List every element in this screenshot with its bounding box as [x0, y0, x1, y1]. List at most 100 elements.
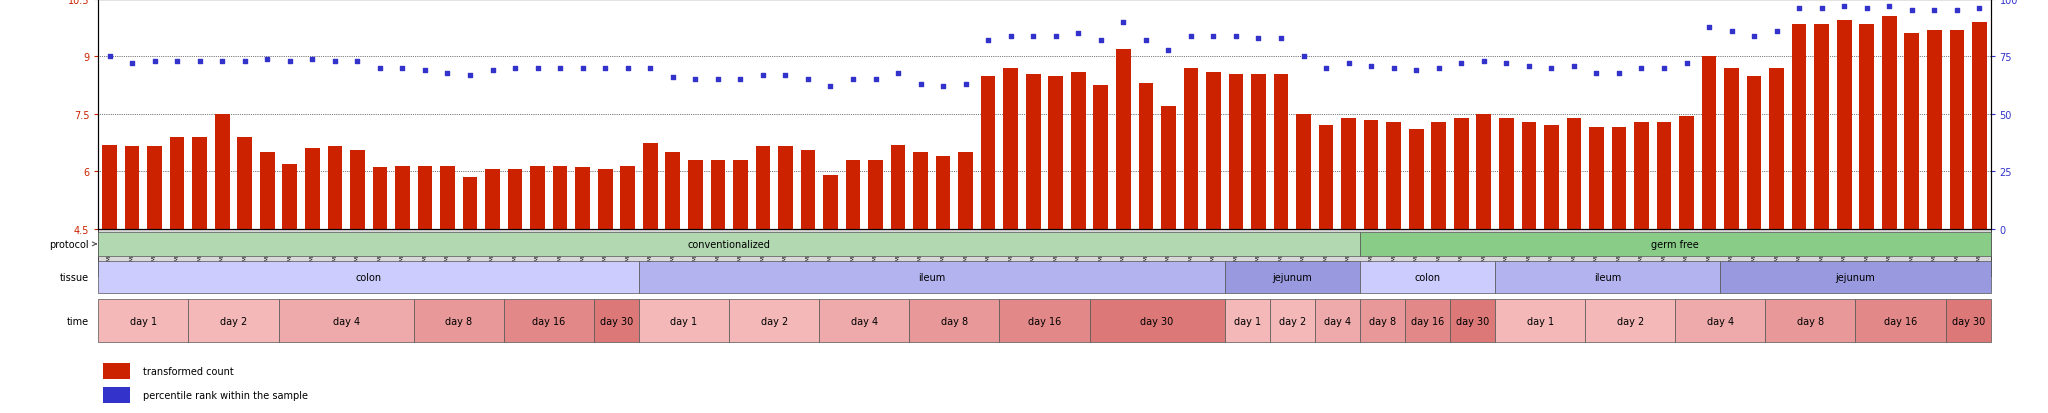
- Bar: [98, 233, 1360, 256]
- Bar: [305, 149, 319, 229]
- Bar: [1360, 233, 1991, 256]
- Point: [1851, 6, 1884, 12]
- Point: [1421, 66, 1454, 72]
- Point: [94, 54, 127, 61]
- Bar: [170, 138, 184, 229]
- Bar: [909, 300, 999, 342]
- Point: [1827, 4, 1860, 10]
- Bar: [1589, 128, 1604, 229]
- Point: [1264, 36, 1298, 42]
- Bar: [147, 147, 162, 229]
- Text: tissue: tissue: [59, 272, 88, 282]
- Point: [926, 84, 958, 90]
- Point: [678, 77, 713, 83]
- Text: conventionalized: conventionalized: [688, 239, 770, 249]
- Bar: [846, 161, 860, 229]
- Bar: [1386, 122, 1401, 229]
- Point: [1151, 47, 1184, 54]
- Point: [903, 81, 936, 88]
- Bar: [1360, 300, 1405, 342]
- Bar: [1585, 300, 1675, 342]
- Point: [1692, 24, 1724, 31]
- Bar: [1837, 21, 1851, 229]
- Point: [1016, 33, 1049, 40]
- Text: day 1: day 1: [1233, 316, 1262, 326]
- Point: [1536, 66, 1569, 72]
- Bar: [1477, 115, 1491, 229]
- Bar: [125, 147, 139, 229]
- Bar: [1634, 122, 1649, 229]
- Point: [768, 72, 801, 79]
- Bar: [575, 168, 590, 229]
- Bar: [508, 170, 522, 229]
- Text: day 2: day 2: [1278, 316, 1307, 326]
- Bar: [1004, 69, 1018, 229]
- Point: [1085, 38, 1118, 45]
- Bar: [711, 161, 725, 229]
- Text: colon: colon: [356, 272, 381, 282]
- Point: [317, 59, 352, 65]
- Bar: [1274, 74, 1288, 229]
- Bar: [1927, 31, 1942, 229]
- Bar: [868, 161, 883, 229]
- Text: day 2: day 2: [760, 316, 788, 326]
- Bar: [414, 300, 504, 342]
- Bar: [1882, 17, 1896, 229]
- Point: [745, 72, 778, 79]
- Bar: [1049, 76, 1063, 229]
- Point: [1626, 66, 1659, 72]
- Point: [791, 77, 823, 83]
- Bar: [891, 145, 905, 229]
- Bar: [1720, 261, 1991, 294]
- Point: [272, 59, 307, 65]
- Text: time: time: [68, 316, 88, 326]
- Text: day 8: day 8: [1796, 316, 1825, 326]
- Bar: [102, 387, 129, 404]
- Point: [1894, 8, 1927, 15]
- Point: [1466, 59, 1499, 65]
- Bar: [373, 168, 387, 229]
- Bar: [598, 170, 612, 229]
- Bar: [1161, 107, 1176, 229]
- Text: day 4: day 4: [332, 316, 360, 326]
- Text: day 30: day 30: [600, 316, 633, 326]
- Text: day 30: day 30: [1141, 316, 1174, 326]
- Bar: [1360, 261, 1495, 294]
- Point: [475, 68, 508, 74]
- Point: [1311, 66, 1343, 72]
- Point: [1241, 36, 1274, 42]
- Text: day 1: day 1: [1526, 316, 1554, 326]
- Bar: [260, 153, 274, 229]
- Point: [565, 66, 598, 72]
- Point: [1489, 61, 1522, 67]
- Point: [295, 56, 328, 63]
- Bar: [215, 115, 229, 229]
- Text: colon: colon: [1415, 272, 1440, 282]
- Text: day 1: day 1: [670, 316, 698, 326]
- Text: day 4: day 4: [850, 316, 879, 326]
- Point: [160, 59, 193, 65]
- Point: [1872, 4, 1905, 10]
- Bar: [639, 300, 729, 342]
- Point: [520, 66, 553, 72]
- Bar: [328, 147, 342, 229]
- Point: [1669, 61, 1702, 67]
- Bar: [639, 261, 1225, 294]
- Bar: [1229, 74, 1243, 229]
- Point: [971, 38, 1004, 45]
- Point: [408, 68, 442, 74]
- Text: jejunum: jejunum: [1272, 272, 1313, 282]
- Point: [1376, 66, 1409, 72]
- Text: percentile rank within the sample: percentile rank within the sample: [143, 390, 309, 401]
- Text: day 16: day 16: [1028, 316, 1061, 326]
- Text: day 4: day 4: [1323, 316, 1352, 326]
- Bar: [1522, 122, 1536, 229]
- Point: [1401, 68, 1434, 74]
- Text: germ free: germ free: [1651, 239, 1700, 249]
- Bar: [395, 166, 410, 229]
- Point: [1331, 61, 1364, 67]
- Point: [1581, 70, 1614, 77]
- Bar: [1860, 25, 1874, 229]
- Text: day 2: day 2: [1616, 316, 1645, 326]
- Bar: [1225, 261, 1360, 294]
